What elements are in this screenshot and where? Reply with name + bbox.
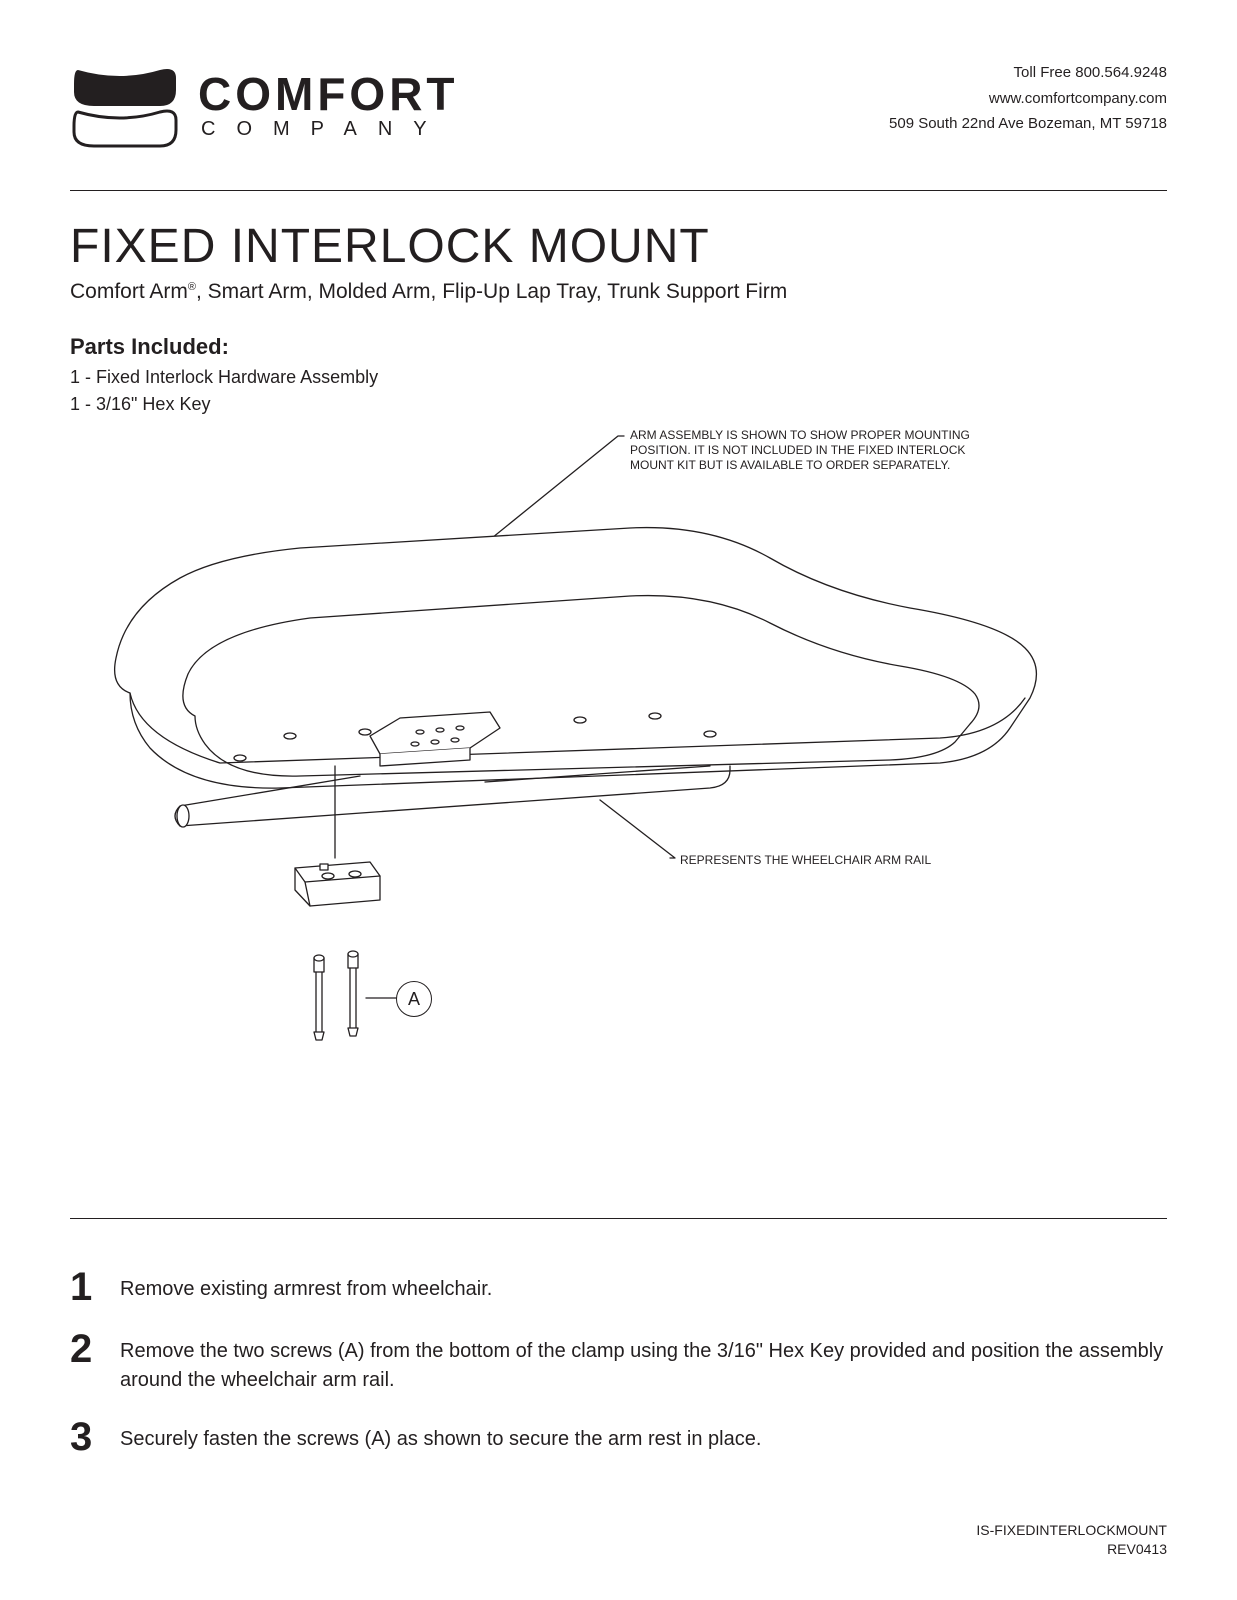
brand-line2: COMPANY (198, 119, 459, 139)
page-subtitle: Comfort Arm®, Smart Arm, Molded Arm, Fli… (70, 280, 1167, 304)
callout-arm-rail: REPRESENTS THE WHEELCHAIR ARM RAIL (680, 853, 1000, 868)
contact-website: www.comfortcompany.com (889, 86, 1167, 112)
contact-info: Toll Free 800.564.9248 www.comfortcompan… (889, 60, 1167, 137)
subtitle-prefix: Comfort Arm (70, 280, 188, 303)
header-rule (70, 190, 1167, 191)
page-title: FIXED INTERLOCK MOUNT (70, 219, 1167, 274)
doc-id: IS-FIXEDINTERLOCKMOUNT (976, 1521, 1167, 1541)
doc-rev: REV0413 (976, 1540, 1167, 1560)
step-1: 1 Remove existing armrest from wheelchai… (70, 1267, 1167, 1307)
label-a: A (396, 981, 432, 1017)
step-text: Securely fasten the screws (A) as shown … (120, 1417, 761, 1454)
step-number: 2 (70, 1329, 102, 1369)
contact-phone: Toll Free 800.564.9248 (889, 60, 1167, 86)
step-text: Remove existing armrest from wheelchair. (120, 1267, 492, 1304)
step-number: 3 (70, 1417, 102, 1457)
parts-list-item: 1 - 3/16" Hex Key (70, 391, 1167, 418)
callout-arm-assembly: ARM ASSEMBLY IS SHOWN TO SHOW PROPER MOU… (630, 428, 970, 473)
instruction-steps: 1 Remove existing armrest from wheelchai… (70, 1267, 1167, 1457)
brand-line1: COMFORT (198, 71, 459, 117)
step-number: 1 (70, 1267, 102, 1307)
logo-mark-icon (70, 60, 180, 150)
step-text: Remove the two screws (A) from the botto… (120, 1329, 1167, 1395)
parts-list-item: 1 - Fixed Interlock Hardware Assembly (70, 364, 1167, 391)
document-footer: IS-FIXEDINTERLOCKMOUNT REV0413 (976, 1521, 1167, 1560)
section-rule (70, 1218, 1167, 1219)
contact-address: 509 South 22nd Ave Bozeman, MT 59718 (889, 111, 1167, 137)
brand-logo: COMFORT COMPANY (70, 60, 459, 150)
parts-list: 1 - Fixed Interlock Hardware Assembly 1 … (70, 364, 1167, 418)
step-3: 3 Securely fasten the screws (A) as show… (70, 1417, 1167, 1457)
assembly-diagram: ARM ASSEMBLY IS SHOWN TO SHOW PROPER MOU… (70, 418, 1167, 1178)
subtitle-rest: , Smart Arm, Molded Arm, Flip-Up Lap Tra… (196, 280, 787, 303)
step-2: 2 Remove the two screws (A) from the bot… (70, 1329, 1167, 1395)
diagram-svg (70, 418, 1167, 1118)
registered-mark: ® (188, 281, 196, 293)
parts-heading: Parts Included: (70, 334, 1167, 360)
logo-text: COMFORT COMPANY (198, 71, 459, 139)
